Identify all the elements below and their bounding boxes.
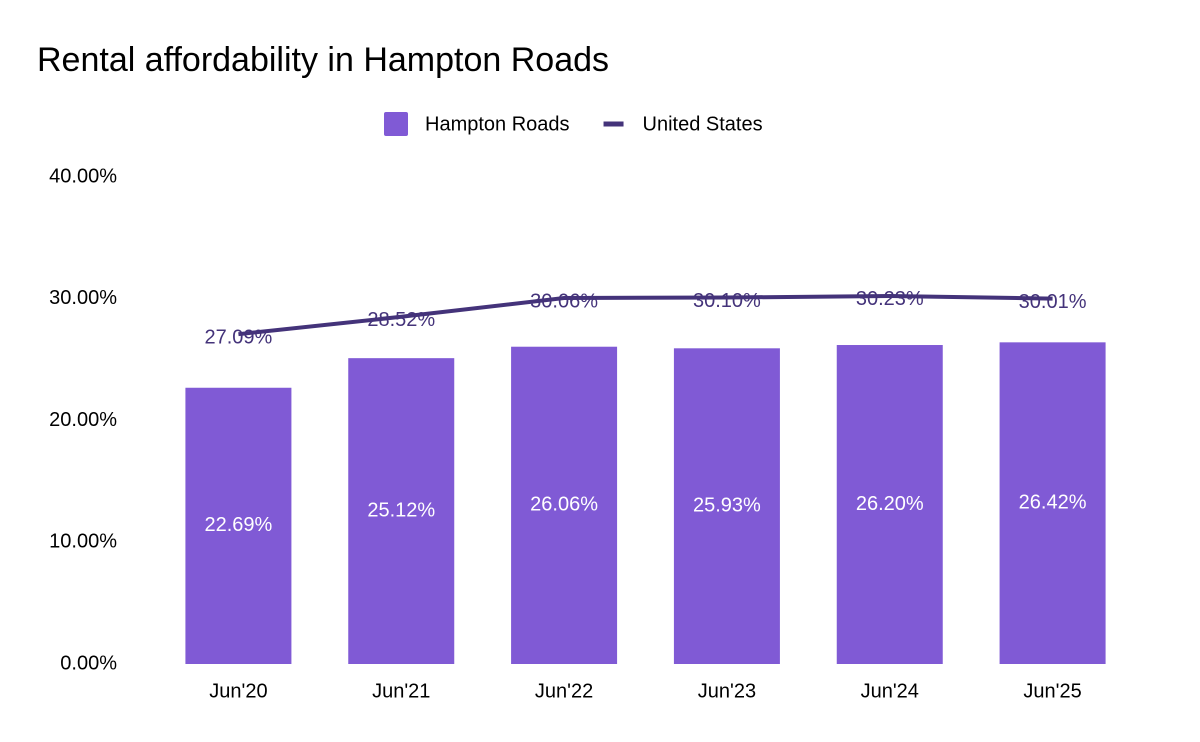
bar-value-label: 26.20% (856, 493, 924, 515)
bar-value-label: 25.93% (693, 494, 761, 516)
line-value-label: 27.09% (204, 326, 272, 348)
x-tick-label: Jun'20 (209, 680, 267, 702)
bar-value-label: 22.69% (204, 514, 272, 536)
y-tick-label: 10.00% (49, 531, 117, 553)
bar-value-label: 25.12% (367, 499, 435, 521)
line (238, 293, 1053, 337)
bar (999, 342, 1106, 664)
y-tick-label: 40.00% (49, 165, 117, 187)
x-tick-label: Jun'23 (698, 680, 756, 702)
bar-value-label: 26.06% (530, 494, 598, 516)
bar-value-label: 26.42% (1019, 491, 1087, 513)
chart-title: Rental affordability in Hampton Roads (37, 41, 609, 79)
x-tick-label: Jun'25 (1023, 680, 1081, 702)
bar (511, 346, 618, 664)
bar (673, 348, 780, 664)
line-value-label: 28.52% (367, 309, 435, 331)
bar (348, 358, 455, 664)
y-tick-label: 20.00% (49, 409, 117, 431)
line-value-label: 30.06% (530, 290, 598, 312)
y-tick-label: 0.00% (60, 652, 117, 674)
line-value-label: 30.01% (1019, 291, 1087, 313)
bar (836, 345, 943, 664)
x-tick-label: Jun'22 (535, 680, 593, 702)
legend-label: Hampton Roads (425, 113, 570, 135)
legend-label: United States (643, 113, 763, 135)
y-tick-label: 30.00% (49, 287, 117, 309)
legend-swatch (384, 112, 408, 136)
x-tick-label: Jun'24 (861, 680, 919, 702)
line-value-label: 30.10% (693, 290, 761, 312)
x-tick-label: Jun'21 (372, 680, 430, 702)
line-value-label: 30.23% (856, 288, 924, 310)
bar (185, 387, 292, 664)
